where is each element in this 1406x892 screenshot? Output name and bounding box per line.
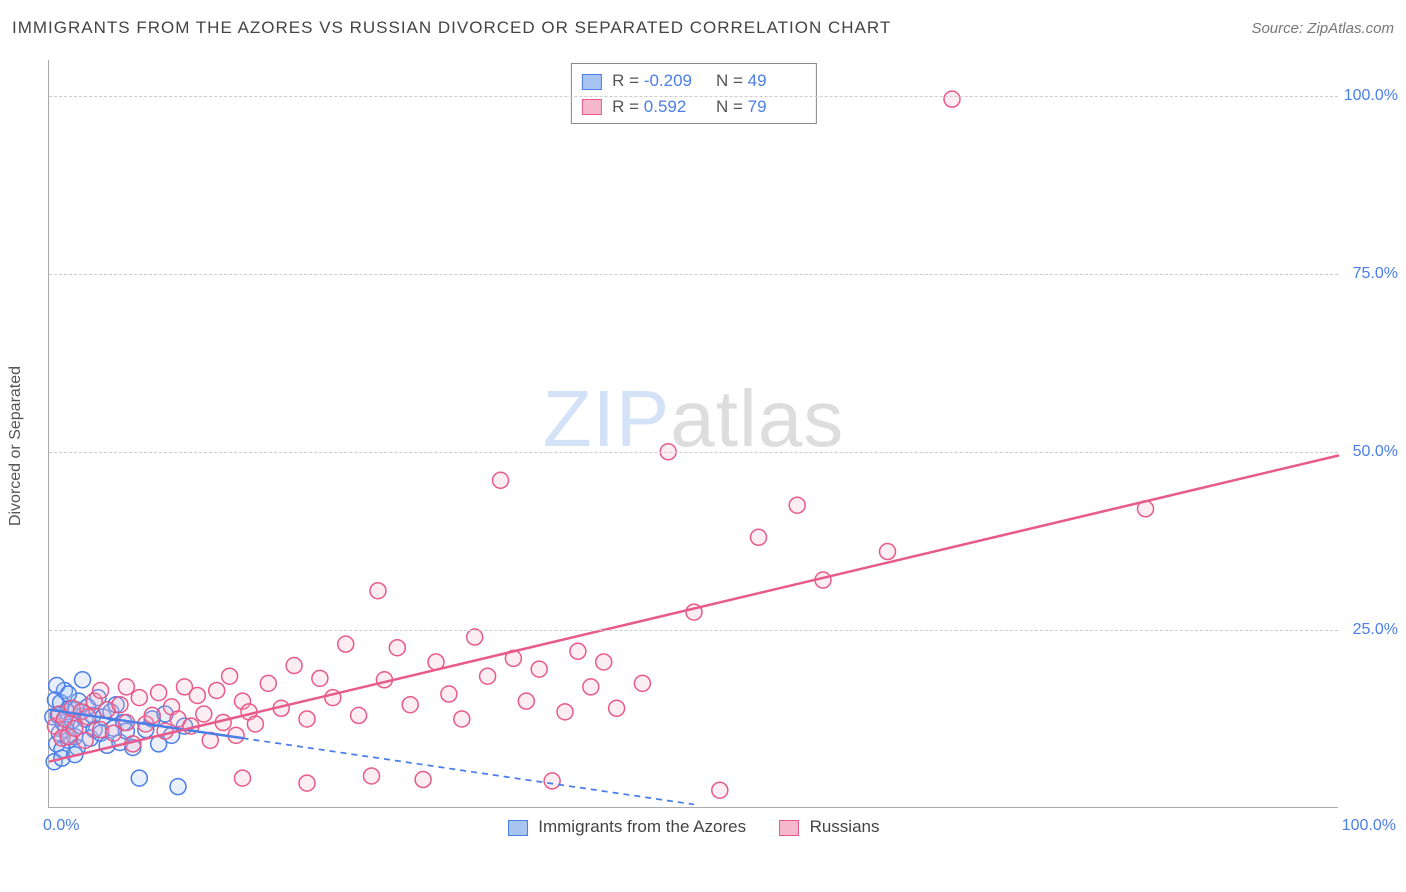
y-axis-label: Divorced or Separated xyxy=(7,366,25,526)
russians-point xyxy=(247,716,263,732)
legend-item-azores: Immigrants from the Azores xyxy=(508,817,751,836)
azores-trendline-dashed xyxy=(243,738,695,804)
azores-point xyxy=(75,672,91,688)
russians-point xyxy=(634,675,650,691)
russians-point xyxy=(370,583,386,599)
gridline xyxy=(49,452,1338,453)
azores-point xyxy=(170,779,186,795)
legend-label-azores: Immigrants from the Azores xyxy=(538,817,746,836)
russians-r-value: 0.592 xyxy=(644,94,702,120)
r-label: R = xyxy=(612,71,639,90)
russians-point xyxy=(944,91,960,107)
azores-r-value: -0.209 xyxy=(644,68,702,94)
x-tick-left: 0.0% xyxy=(43,817,79,835)
azores-swatch xyxy=(581,74,601,90)
russians-trendline xyxy=(49,455,1339,761)
russians-point xyxy=(518,693,534,709)
azores-point xyxy=(131,770,147,786)
legend-row-azores: R = -0.209 N = 49 xyxy=(581,68,805,94)
legend-label-russians: Russians xyxy=(810,817,880,836)
russians-point xyxy=(131,690,147,706)
russians-point xyxy=(286,658,302,674)
legend-item-russians: Russians xyxy=(779,817,880,836)
russians-point xyxy=(338,636,354,652)
russians-swatch-icon xyxy=(779,820,799,836)
russians-point xyxy=(77,732,93,748)
russians-point xyxy=(299,775,315,791)
russians-point xyxy=(609,700,625,716)
russians-point xyxy=(480,668,496,684)
russians-n-value: 79 xyxy=(748,94,806,120)
russians-point xyxy=(235,770,251,786)
russians-point xyxy=(151,685,167,701)
russians-swatch xyxy=(581,99,601,115)
russians-point xyxy=(189,687,205,703)
y-tick-label: 75.0% xyxy=(1343,265,1398,283)
russians-point xyxy=(112,697,128,713)
plot-area: ZIPatlas R = -0.209 N = 49 R = 0.592 N =… xyxy=(48,60,1338,808)
russians-point xyxy=(531,661,547,677)
source-attribution: Source: ZipAtlas.com xyxy=(1251,20,1394,37)
russians-point xyxy=(196,706,212,722)
russians-point xyxy=(299,711,315,727)
y-tick-label: 100.0% xyxy=(1343,87,1398,105)
series-legend: Immigrants from the Azores Russians xyxy=(494,817,894,837)
russians-point xyxy=(402,697,418,713)
russians-point xyxy=(312,670,328,686)
russians-point xyxy=(583,679,599,695)
russians-point xyxy=(260,675,276,691)
russians-point xyxy=(351,707,367,723)
gridline xyxy=(49,96,1338,97)
russians-point xyxy=(596,654,612,670)
n-label: N = xyxy=(716,97,743,116)
russians-point xyxy=(118,679,134,695)
russians-point xyxy=(544,773,560,789)
russians-point xyxy=(712,782,728,798)
y-tick-label: 25.0% xyxy=(1343,621,1398,639)
russians-point xyxy=(789,497,805,513)
russians-point xyxy=(222,668,238,684)
legend-row-russians: R = 0.592 N = 79 xyxy=(581,94,805,120)
russians-point xyxy=(493,472,509,488)
russians-point xyxy=(389,640,405,656)
y-tick-label: 50.0% xyxy=(1343,443,1398,461)
russians-point xyxy=(106,725,122,741)
n-label: N = xyxy=(716,71,743,90)
r-label: R = xyxy=(612,97,639,116)
russians-point xyxy=(364,768,380,784)
russians-point xyxy=(441,686,457,702)
azores-point xyxy=(60,686,76,702)
russians-point xyxy=(467,629,483,645)
russians-point xyxy=(144,707,160,723)
russians-point xyxy=(570,643,586,659)
chart-title: IMMIGRANTS FROM THE AZORES VS RUSSIAN DI… xyxy=(12,18,891,38)
russians-point xyxy=(93,682,109,698)
azores-n-value: 49 xyxy=(748,68,806,94)
russians-point xyxy=(209,682,225,698)
azores-swatch-icon xyxy=(508,820,528,836)
chart-svg xyxy=(49,60,1338,807)
russians-point xyxy=(454,711,470,727)
correlation-legend: R = -0.209 N = 49 R = 0.592 N = 79 xyxy=(570,63,816,124)
russians-point xyxy=(751,529,767,545)
gridline xyxy=(49,274,1338,275)
russians-point xyxy=(557,704,573,720)
russians-point xyxy=(880,544,896,560)
gridline xyxy=(49,630,1338,631)
x-tick-right: 100.0% xyxy=(1342,817,1396,835)
russians-point xyxy=(415,772,431,788)
